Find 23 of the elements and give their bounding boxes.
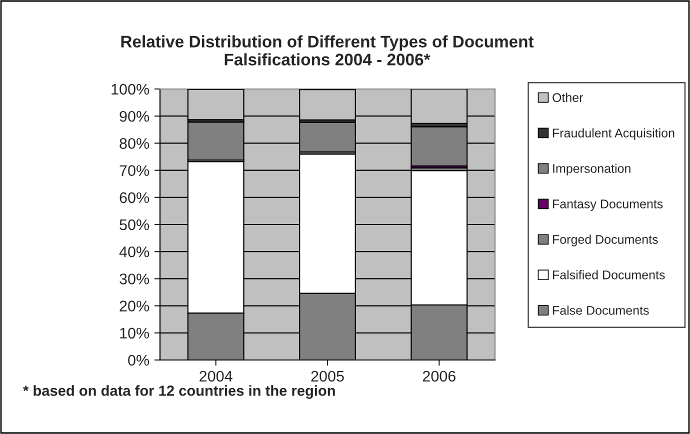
text: * based on data for 12 countries in the region	[23, 385, 335, 399]
y-tick-label: 0%	[128, 354, 150, 366]
legend-label: False Documents	[553, 306, 649, 315]
y-tick-label: 50%	[120, 219, 150, 230]
legend-label: Other	[552, 92, 584, 102]
x-tick-label: 2004	[200, 370, 232, 382]
y-tick-label: 60%	[120, 192, 150, 204]
y-tick-label: 70%	[120, 165, 150, 176]
y-tick-label: 40%	[119, 246, 150, 258]
y-tick-label: 80%	[120, 138, 150, 149]
y-tick-label: 20%	[120, 300, 150, 312]
y-tick-label: 100%	[112, 84, 150, 95]
y-tick-label: 30%	[120, 274, 150, 284]
legend-label: Impersonation	[553, 164, 630, 176]
legend-label: Forged Documents	[553, 234, 658, 246]
legend-label: Fraudulent Acquisition	[553, 128, 674, 140]
legend-label: Fantasy Documents	[553, 200, 663, 211]
y-tick-label: 10%	[120, 328, 150, 339]
x-tick-label: 2005	[311, 370, 344, 382]
x-tick-label: 2006	[422, 370, 456, 382]
y-tick-label: 90%	[120, 110, 150, 122]
legend-label: Falsified Documents	[553, 270, 665, 280]
chart-title: Relative Distribution of Different Types of Document Falsifications 2004 - 2006*	[121, 35, 534, 66]
